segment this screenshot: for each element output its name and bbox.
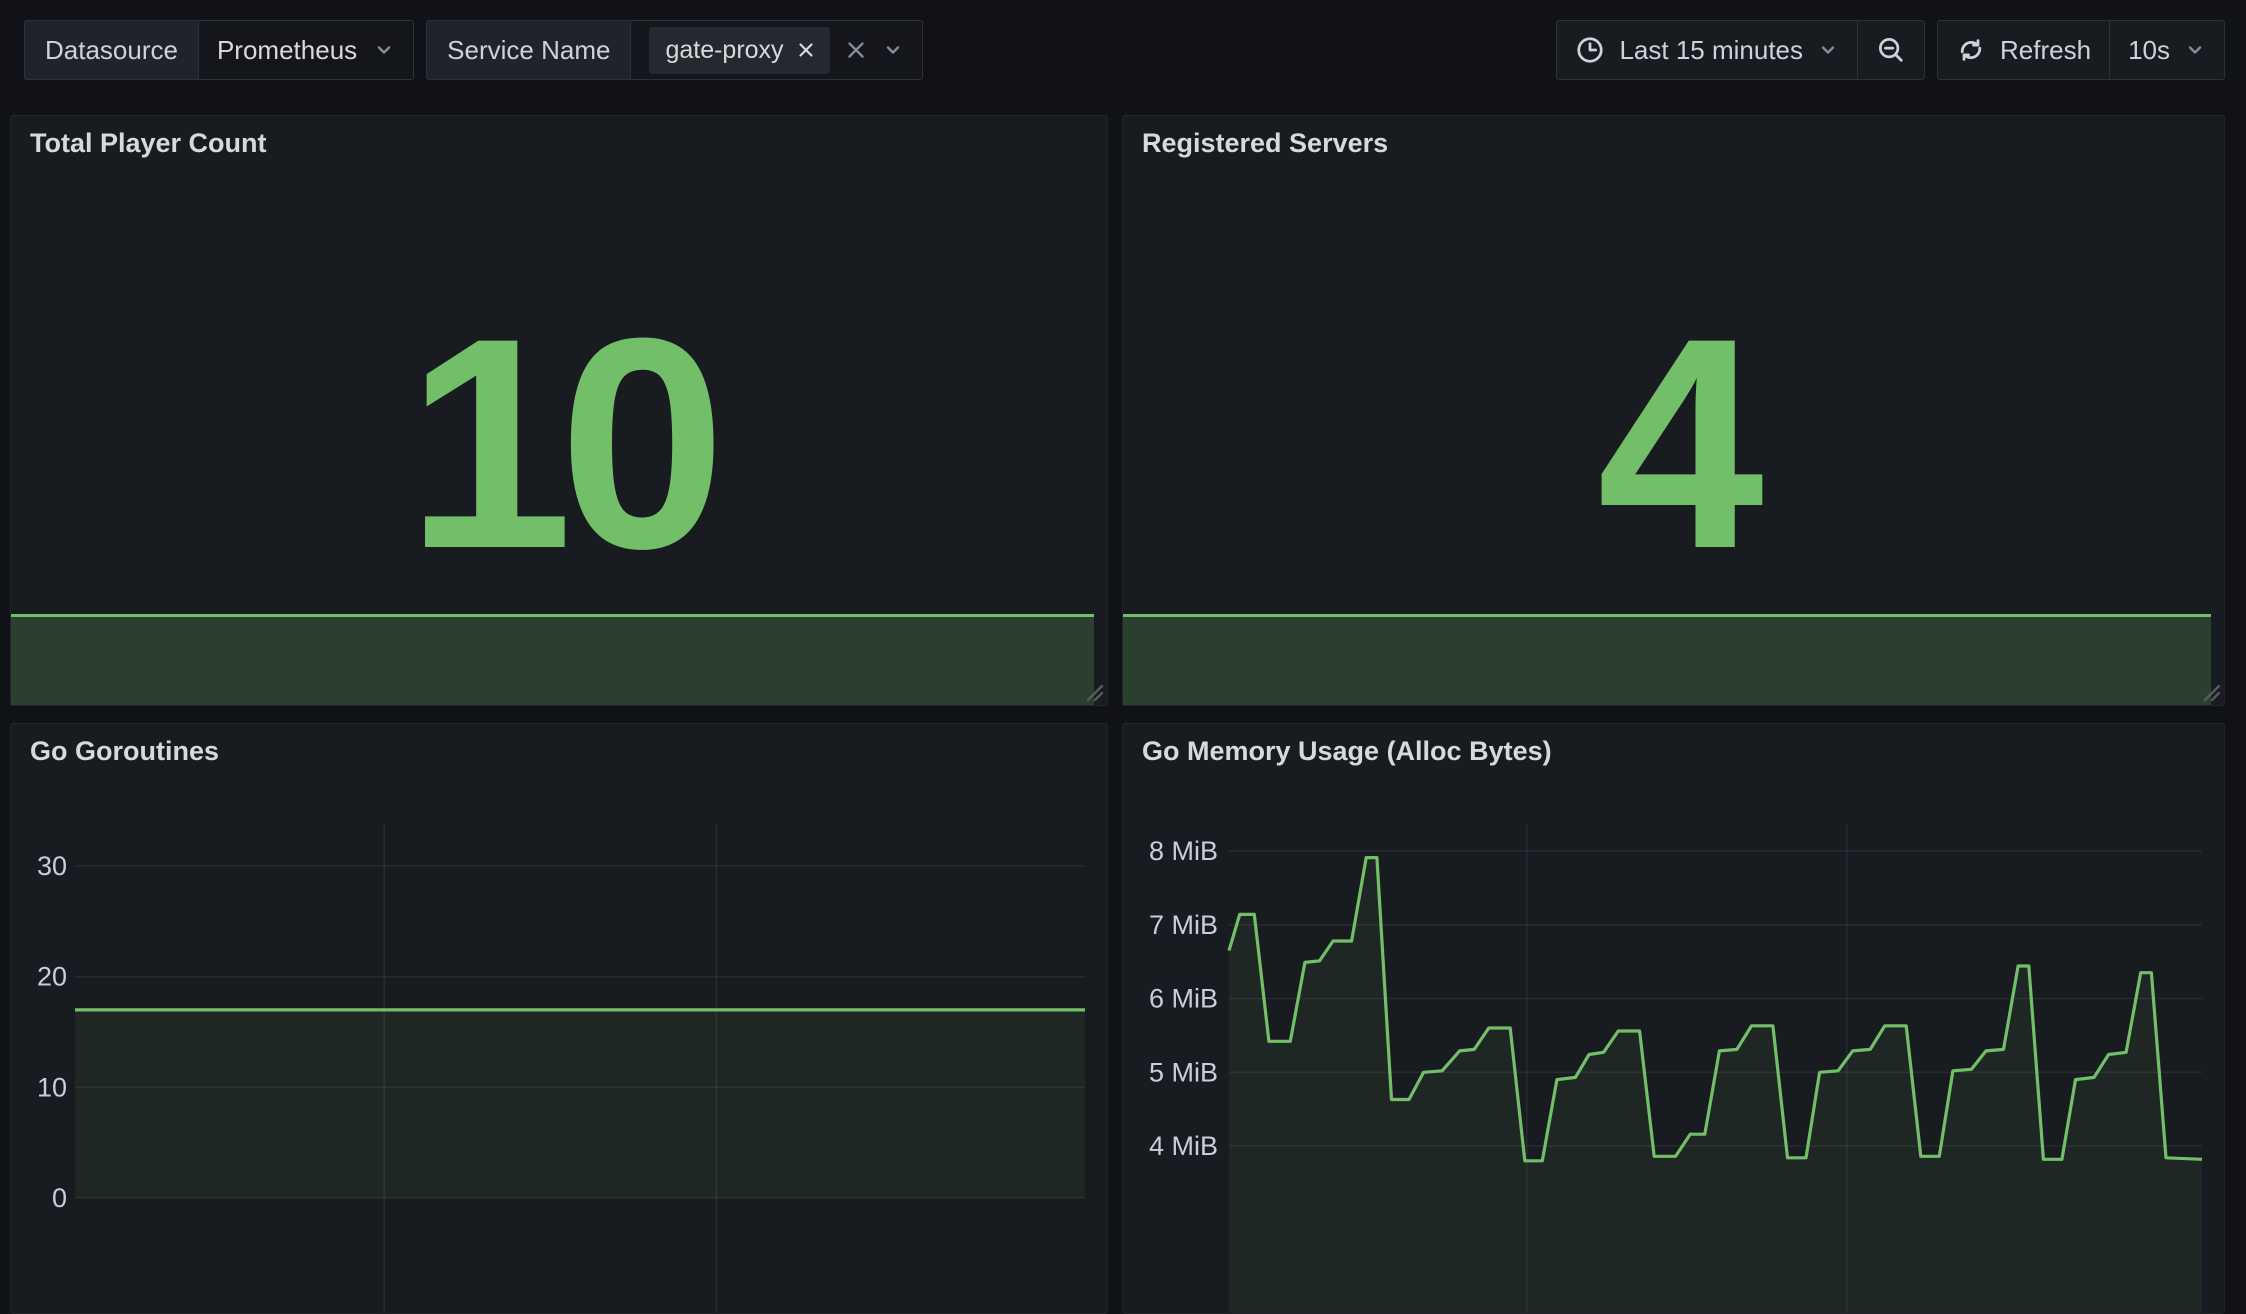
panel-resize-handle[interactable] bbox=[1082, 680, 1104, 702]
datasource-value-dropdown[interactable]: Prometheus bbox=[199, 21, 413, 79]
panel-title: Total Player Count bbox=[30, 128, 267, 159]
panel-go-memory: Go Memory Usage (Alloc Bytes) 4 MiB5 MiB… bbox=[1122, 723, 2225, 1314]
tag-remove-icon[interactable] bbox=[798, 42, 814, 58]
clock-icon bbox=[1575, 35, 1605, 65]
svg-text:20: 20 bbox=[37, 962, 67, 992]
panel-title: Registered Servers bbox=[1142, 128, 1388, 159]
panel-total-player-count: Total Player Count 10 bbox=[10, 115, 1108, 706]
svg-text:5 MiB: 5 MiB bbox=[1149, 1057, 1218, 1087]
refresh-label: Refresh bbox=[2000, 35, 2091, 66]
refresh-icon bbox=[1956, 35, 1986, 65]
service-name-filter: Service Name gate-proxy bbox=[426, 20, 922, 80]
datasource-picker: Datasource Prometheus bbox=[24, 20, 414, 80]
svg-text:4 MiB: 4 MiB bbox=[1149, 1131, 1218, 1161]
refresh-interval-value: 10s bbox=[2128, 35, 2170, 66]
chevron-down-icon bbox=[2184, 39, 2206, 61]
time-range-button[interactable]: Last 15 minutes bbox=[1557, 21, 1857, 79]
refresh-group: Refresh 10s bbox=[1937, 20, 2225, 80]
service-name-value-dropdown[interactable]: gate-proxy bbox=[631, 21, 921, 79]
svg-text:7 MiB: 7 MiB bbox=[1149, 910, 1218, 940]
service-name-tag-text: gate-proxy bbox=[665, 36, 783, 65]
refresh-button[interactable]: Refresh bbox=[1938, 21, 2109, 79]
refresh-interval-dropdown[interactable]: 10s bbox=[2109, 21, 2224, 79]
svg-text:10: 10 bbox=[37, 1072, 67, 1102]
stat-value-total-players: 10 bbox=[406, 293, 712, 593]
toolbar-spacer bbox=[935, 20, 1545, 80]
memory-chart[interactable]: 4 MiB 5 MiB 6 MiB 7 MiB 8 MiB bbox=[1123, 724, 2224, 1313]
svg-text:30: 30 bbox=[37, 851, 67, 881]
dashboard-toolbar: Datasource Prometheus Service Name gate-… bbox=[24, 20, 2225, 80]
panel-resize-handle[interactable] bbox=[2199, 680, 2221, 702]
time-picker-group: Last 15 minutes bbox=[1556, 20, 1925, 80]
zoom-out-icon bbox=[1876, 35, 1906, 65]
chevron-down-icon bbox=[1817, 39, 1839, 61]
stat-sparkline bbox=[1123, 614, 2211, 705]
goroutines-chart[interactable]: 0 10 20 30 bbox=[11, 724, 1107, 1313]
panel-registered-servers: Registered Servers 4 bbox=[1122, 115, 2225, 706]
clear-selection-icon[interactable] bbox=[846, 40, 866, 60]
svg-text:0: 0 bbox=[52, 1183, 67, 1213]
zoom-out-button[interactable] bbox=[1857, 21, 1924, 79]
chevron-down-icon[interactable] bbox=[882, 39, 904, 61]
time-range-label: Last 15 minutes bbox=[1619, 35, 1803, 66]
service-name-label: Service Name bbox=[427, 21, 631, 79]
svg-text:6 MiB: 6 MiB bbox=[1149, 984, 1218, 1014]
chevron-down-icon bbox=[373, 39, 395, 61]
service-name-tag[interactable]: gate-proxy bbox=[649, 27, 829, 74]
datasource-selected-value: Prometheus bbox=[217, 35, 357, 66]
datasource-label: Datasource bbox=[25, 21, 199, 79]
svg-text:8 MiB: 8 MiB bbox=[1149, 836, 1218, 866]
stat-sparkline bbox=[11, 614, 1094, 705]
panel-go-goroutines: Go Goroutines 0102030 bbox=[10, 723, 1108, 1314]
stat-value-registered-servers: 4 bbox=[1597, 293, 1750, 593]
